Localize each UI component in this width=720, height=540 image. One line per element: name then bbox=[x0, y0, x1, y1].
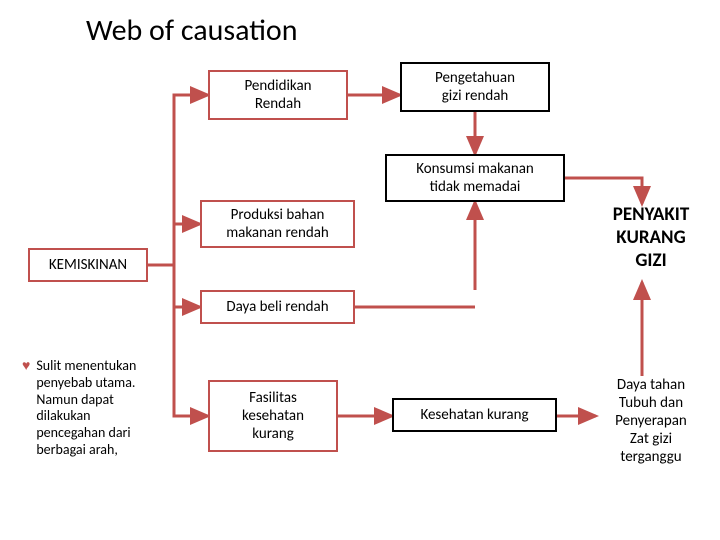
box-text: Produksi bahanmakanan rendah bbox=[226, 206, 329, 242]
box-dayabeli: Daya beli rendah bbox=[200, 290, 355, 324]
label-dayatahan: Daya tahanTubuh danPenyerapanZat giziter… bbox=[596, 376, 706, 466]
box-pengetahuan: Pengetahuangizi rendah bbox=[400, 62, 550, 112]
box-fasilitas: Fasilitaskesehatankurang bbox=[208, 380, 338, 452]
box-kesehatan: Kesehatan kurang bbox=[392, 398, 557, 432]
box-pendidikan: PendidikanRendah bbox=[208, 70, 348, 120]
arrow bbox=[148, 265, 200, 307]
box-text: KEMISKINAN bbox=[49, 256, 127, 274]
box-produksi: Produksi bahanmakanan rendah bbox=[200, 200, 355, 248]
box-text: Daya beli rendah bbox=[226, 298, 328, 316]
box-konsumsi: Konsumsi makanantidak memadai bbox=[385, 154, 565, 202]
box-text: Konsumsi makanantidak memadai bbox=[416, 160, 534, 196]
box-text: Kesehatan kurang bbox=[420, 406, 528, 424]
box-kemiskinan: KEMISKINAN bbox=[28, 248, 148, 282]
arrow bbox=[148, 95, 208, 265]
heart-icon: ♥ bbox=[22, 358, 30, 375]
label-penyakit: PENYAKITKURANGGIZI bbox=[596, 204, 706, 272]
arrow bbox=[148, 224, 200, 265]
page-title: Web of causation bbox=[86, 12, 298, 49]
box-text: Fasilitaskesehatankurang bbox=[242, 389, 304, 443]
arrow bbox=[565, 178, 642, 204]
bullet-text: Sulit menentukanpenyebab utama.Namun dap… bbox=[36, 358, 136, 459]
box-text: PendidikanRendah bbox=[244, 77, 311, 113]
bullet-note: ♥ Sulit menentukanpenyebab utama.Namun da… bbox=[22, 358, 187, 459]
box-text: Pengetahuangizi rendah bbox=[435, 69, 515, 105]
